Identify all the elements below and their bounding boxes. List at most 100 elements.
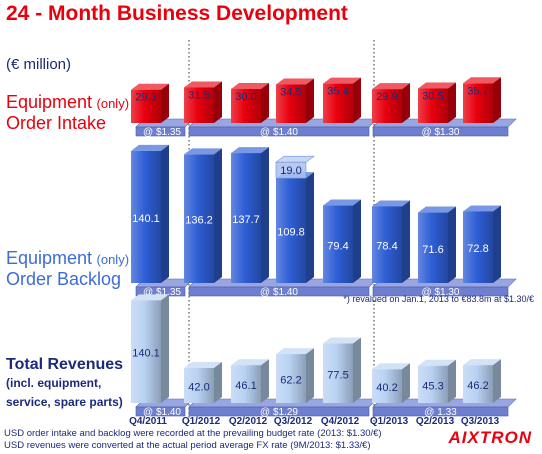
x-tick-label-q1-2013: Q1/2013	[370, 416, 409, 427]
unit-label: (€ million)	[6, 56, 72, 73]
bar-side-total-revenues-q3-2012	[306, 348, 314, 403]
data-label-equipment-only-order-backlog-q2-2012: 137.7	[232, 214, 260, 226]
backlog-section-label: Equipment (only) Order Backlog	[6, 248, 129, 291]
bar-side-total-revenues-q4-2011	[161, 294, 169, 403]
bar-equipment-only-order-intake-q2-2012	[231, 89, 261, 123]
bar-side-equipment-only-order-intake-q3-2012	[306, 78, 314, 123]
intake-label-line2: Order Intake	[6, 113, 107, 134]
bar-side-equipment-only-order-intake-q2-2013	[448, 82, 456, 123]
bar-equipment-only-order-backlog-q1-2012	[184, 154, 214, 283]
data-label-equipment-only-order-intake-q2-2012: 30.0	[235, 91, 256, 103]
bar-side-equipment-only-order-backlog-q4-2011	[161, 144, 169, 283]
bar-equipment-only-order-backlog-q4-2012	[323, 205, 353, 283]
bar-equipment-only-order-intake-q1-2013	[372, 89, 402, 123]
bar-equipment-only-order-intake-q4-2012	[323, 83, 353, 123]
bar-top-equipment-only-order-backlog-q4-2012	[323, 199, 361, 206]
bar-side-equipment-only-order-intake-q2-2012	[261, 83, 269, 123]
bar-side-equipment-only-order-intake-q1-2012	[214, 81, 222, 123]
data-label-equipment-only-order-intake-q1-2013: 29.9	[376, 91, 397, 103]
bar-side-equipment-only-order-backlog-q2-2013	[448, 206, 456, 283]
x-tick-label-q3-2013: Q3/2013	[461, 416, 500, 427]
bar-top-total-revenues-q3-2012	[276, 348, 314, 355]
data-label-total-revenues-q4-2011: 140.1	[132, 348, 160, 360]
data-label-equipment-only-order-backlog-q1-2012: 136.2	[185, 215, 213, 227]
bar-total-revenues-q3-2013	[463, 365, 493, 403]
backlog-label-qualifier: (only)	[96, 252, 130, 267]
bar-side-equipment-only-order-intake-q1-2013	[402, 83, 410, 123]
fx-rate-label-equipment-only-order-backlog-2: @ $1.30	[422, 287, 460, 298]
bar-total-revenues-q4-2012	[323, 343, 353, 403]
data-label-total-revenues-q2-2013: 45.3	[422, 380, 443, 392]
fx-band-equipment-only-order-intake-1	[188, 126, 370, 137]
revenues-label-line3: service, spare parts)	[6, 394, 123, 409]
aixtron-logo: AIXTRON	[448, 428, 532, 447]
fx-band-total-revenues-0	[135, 406, 186, 417]
bar-side-equipment-only-order-backlog-q3-2012	[306, 172, 314, 283]
bar-top-equipment-only-order-backlog-q1-2012	[184, 148, 222, 155]
revenues-label-line1: Total Revenues	[6, 356, 124, 373]
data-label-equipment-only-order-intake-q4-2011: 29.3	[135, 92, 156, 104]
bar-top-equipment-only-order-intake-q3-2013	[463, 77, 501, 84]
bar-top-equipment-only-order-backlog-q2-2013	[418, 206, 456, 213]
x-tick-label-q2-2013: Q2/2013	[416, 416, 455, 427]
data-label-equipment-only-order-backlog-q3-2013: 72.8	[467, 243, 488, 255]
data-label-equipment-only-order-backlog-q2-2013: 71.6	[422, 244, 443, 256]
bar-top-equipment-only-order-intake-q2-2012	[231, 83, 269, 89]
bar-side-total-revenues-q3-2013	[493, 359, 501, 403]
footnote-line-1: USD order intake and backlog were record…	[4, 428, 382, 439]
bar-side-total-revenues-q2-2013	[448, 359, 456, 403]
bar-total-revenues-q2-2012	[231, 365, 261, 403]
data-label-equipment-only-order-intake-q1-2012: 31.5	[188, 90, 209, 102]
bar-top-total-revenues-q3-2013	[463, 359, 501, 366]
fx-band-total-revenues-2	[372, 406, 509, 417]
bar-top-total-revenues-q2-2012	[231, 359, 269, 366]
data-label-equipment-only-order-intake-q4-2012: 35.4	[327, 86, 348, 98]
bar-total-revenues-q1-2012	[184, 368, 214, 403]
fx-band-equipment-only-order-backlog-1	[188, 286, 370, 297]
backlog-label-main: Equipment	[6, 248, 93, 268]
data-label-total-revenues-q1-2012: 42.0	[188, 382, 209, 394]
data-label-equipment-only-order-backlog-q1-2013: 78.4	[376, 241, 397, 253]
bar-top-equipment-only-order-intake-q1-2013	[372, 83, 410, 90]
bar-top-total-revenues-q4-2011	[131, 294, 169, 301]
bar-top-equipment-only-order-intake-q4-2011	[131, 83, 169, 90]
bar-total-revenues-q1-2013	[372, 369, 402, 403]
fx-rate-label-equipment-only-order-backlog-1: @ $1.40	[260, 287, 298, 298]
bar-equipment-only-order-intake-q2-2013	[418, 88, 448, 123]
bar-total-revenues-q2-2013	[418, 365, 448, 403]
data-label-equipment-only-order-intake-q3-2013: 35.7	[467, 85, 488, 97]
data-label-total-revenues-q2-2012: 46.1	[235, 380, 256, 392]
bar-side-equipment-only-order-intake-q3-2013	[493, 77, 501, 123]
bar-top-equipment-only-order-backlog-q3-2013	[463, 205, 501, 212]
bar-equipment-only-order-backlog-q3-2012	[276, 178, 306, 283]
x-tick-label-q2-2012: Q2/2012	[229, 416, 268, 427]
bar-equipment-only-order-backlog-q4-2011	[131, 150, 161, 283]
bar-side-total-revenues-q2-2012	[261, 359, 269, 403]
slide-title: 24 - Month Business Development	[6, 2, 348, 25]
bar-top-equipment-only-order-backlog-q4-2011	[131, 144, 169, 151]
bar-side-total-revenues-q4-2012	[353, 337, 361, 403]
data-label-total-revenues-q3-2013: 46.2	[467, 380, 488, 392]
bar-side-equipment-only-order-backlog-q2-2012	[261, 147, 269, 283]
revenues-label-line2: (incl. equipment,	[6, 376, 102, 391]
data-label-total-revenues-q4-2012: 77.5	[327, 369, 348, 381]
bar-equipment-only-order-intake-q3-2013	[463, 83, 493, 123]
bar-total-revenues-q4-2011	[131, 300, 161, 403]
bar-side-equipment-only-order-backlog-q4-2012	[353, 199, 361, 283]
fx-band-total-revenues-1	[188, 406, 370, 417]
footnotes: USD order intake and backlog were record…	[4, 428, 382, 452]
bar-equipment-only-order-backlog-q2-2012	[231, 153, 261, 283]
x-tick-label-q4-2011: Q4/2011	[129, 416, 167, 427]
fx-band-equipment-only-order-intake-2	[372, 126, 509, 137]
data-label-total-revenues-q1-2013: 40.2	[376, 382, 397, 394]
bar-equipment-only-order-intake-q3-2012	[276, 84, 306, 123]
fx-rate-label-total-revenues-2: @ 1.33	[424, 407, 457, 418]
bar-top-equipment-only-order-backlog-q2-2012	[231, 147, 269, 154]
data-label-equipment-only-order-intake-q2-2013: 30.5	[422, 91, 443, 103]
bar-side-equipment-only-order-backlog-q3-2013	[493, 205, 501, 283]
bar-top-equipment-only-order-intake-q2-2013	[418, 82, 456, 89]
data-label-equipment-only-order-backlog-q3-2012: 109.8	[277, 227, 305, 239]
fx-rate-label-equipment-only-order-intake-0: @ $1.35	[143, 127, 181, 138]
bar-side-equipment-only-order-backlog-q1-2012	[214, 148, 222, 283]
fx-rate-label-total-revenues-1: @ $1.29	[260, 407, 298, 418]
